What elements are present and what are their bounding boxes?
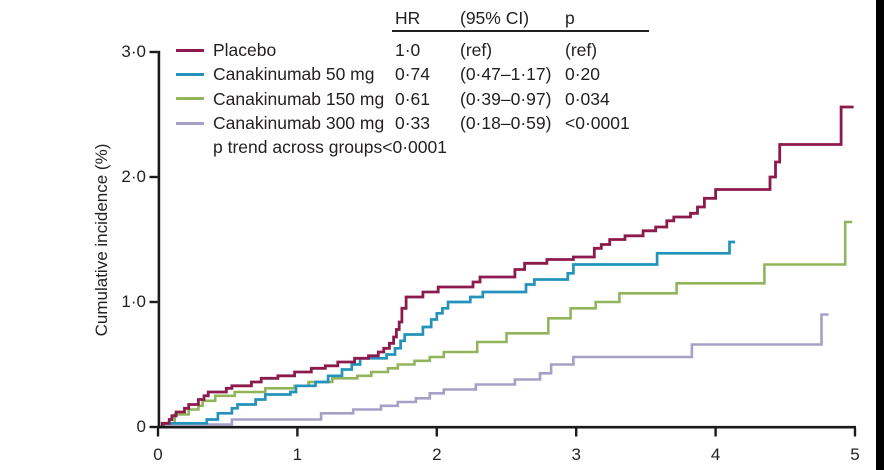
table-header-p: p [565, 8, 575, 28]
table-header-rule [392, 30, 649, 32]
table-header-ci: (95% CI) [460, 8, 530, 28]
x-axis-ticks [156, 428, 857, 437]
table-cell: (0·18–0·59) [460, 113, 552, 134]
x-tick-label: 0 [153, 445, 163, 464]
table-cell: (ref) [565, 40, 598, 60]
legend-item-label: Canakinumab 50 mg [213, 64, 375, 85]
table-cell: (ref) [460, 40, 493, 60]
y-tick-label: 1·0 [121, 292, 146, 311]
curve-canakinumab-300mg [158, 313, 829, 429]
legend-swatch [176, 121, 204, 125]
legend-item-label: Placebo [213, 40, 277, 60]
curve-placebo [158, 105, 854, 429]
table-cell: 0·33 [395, 113, 431, 134]
legend-swatch [176, 97, 204, 101]
table-cell: (0·47–1·17) [460, 64, 552, 85]
table-cell: <0·0001 [565, 113, 630, 134]
legend-swatch [176, 48, 204, 52]
x-tick-label: 3 [571, 445, 581, 464]
curve-canakinumab-150mg [158, 220, 853, 429]
y-tick-label: 3·0 [121, 42, 146, 61]
x-tick-label: 5 [850, 445, 860, 464]
table-cell: 0·74 [395, 64, 431, 85]
legend-swatch [176, 72, 204, 76]
table-cell: (0·39–0·97) [460, 88, 552, 109]
legend-item-label: Canakinumab 150 mg [213, 88, 385, 109]
x-tick-label: 4 [710, 445, 721, 464]
table-header-hr: HR [395, 8, 421, 28]
y-tick-label: 2·0 [121, 167, 146, 186]
x-tick-label: 1 [292, 445, 303, 464]
curve-canakinumab-50mg [158, 240, 736, 429]
table-cell: 0·20 [565, 64, 601, 85]
x-tick-label: 2 [432, 445, 442, 464]
table-cell: 0·034 [565, 88, 610, 109]
y-tick-label: 0 [136, 417, 146, 436]
table-cell: 0·61 [395, 88, 431, 109]
p-trend-note: p trend across groups<0·0001 [213, 137, 447, 157]
table-cell: 1·0 [395, 40, 421, 60]
y-axis-title: Cumulative incidence (%) [92, 143, 111, 337]
y-axis-ticks [149, 50, 158, 429]
legend-item-label: Canakinumab 300 mg [213, 113, 385, 134]
window-edge-bar [876, 0, 884, 470]
